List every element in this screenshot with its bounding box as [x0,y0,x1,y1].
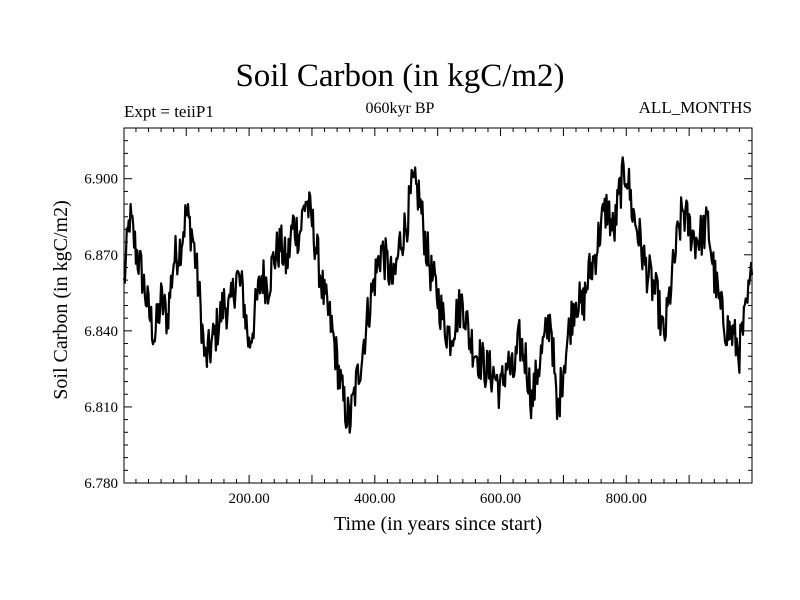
chart-title: Soil Carbon (in kgC/m2) [235,58,565,94]
months-label: ALL_MONTHS [638,98,752,117]
x-axis-label: Time (in years since start) [334,513,542,535]
x-tick-label: 600.00 [480,491,521,507]
experiment-label: Expt = teiiP1 [124,102,214,121]
y-tick-label: 6.870 [84,248,118,264]
y-tick-label: 6.900 [84,172,118,188]
y-tick-label: 6.840 [84,324,118,340]
axis-tick-labels: 200.00 400.00 600.00 800.00 6.780 6.810 6.840 6… [84,172,647,507]
x-tick-label: 400.00 [354,491,395,507]
period-label: 060kyr BP [365,100,435,117]
soil-carbon-series-line [122,156,754,434]
x-tick-label: 200.00 [228,491,269,507]
x-tick-label: 800.00 [606,491,647,507]
y-tick-label: 6.780 [84,476,118,492]
y-axis-label: Soil Carbon (in kgC/m2) [50,200,72,399]
y-tick-label: 6.810 [84,400,118,416]
